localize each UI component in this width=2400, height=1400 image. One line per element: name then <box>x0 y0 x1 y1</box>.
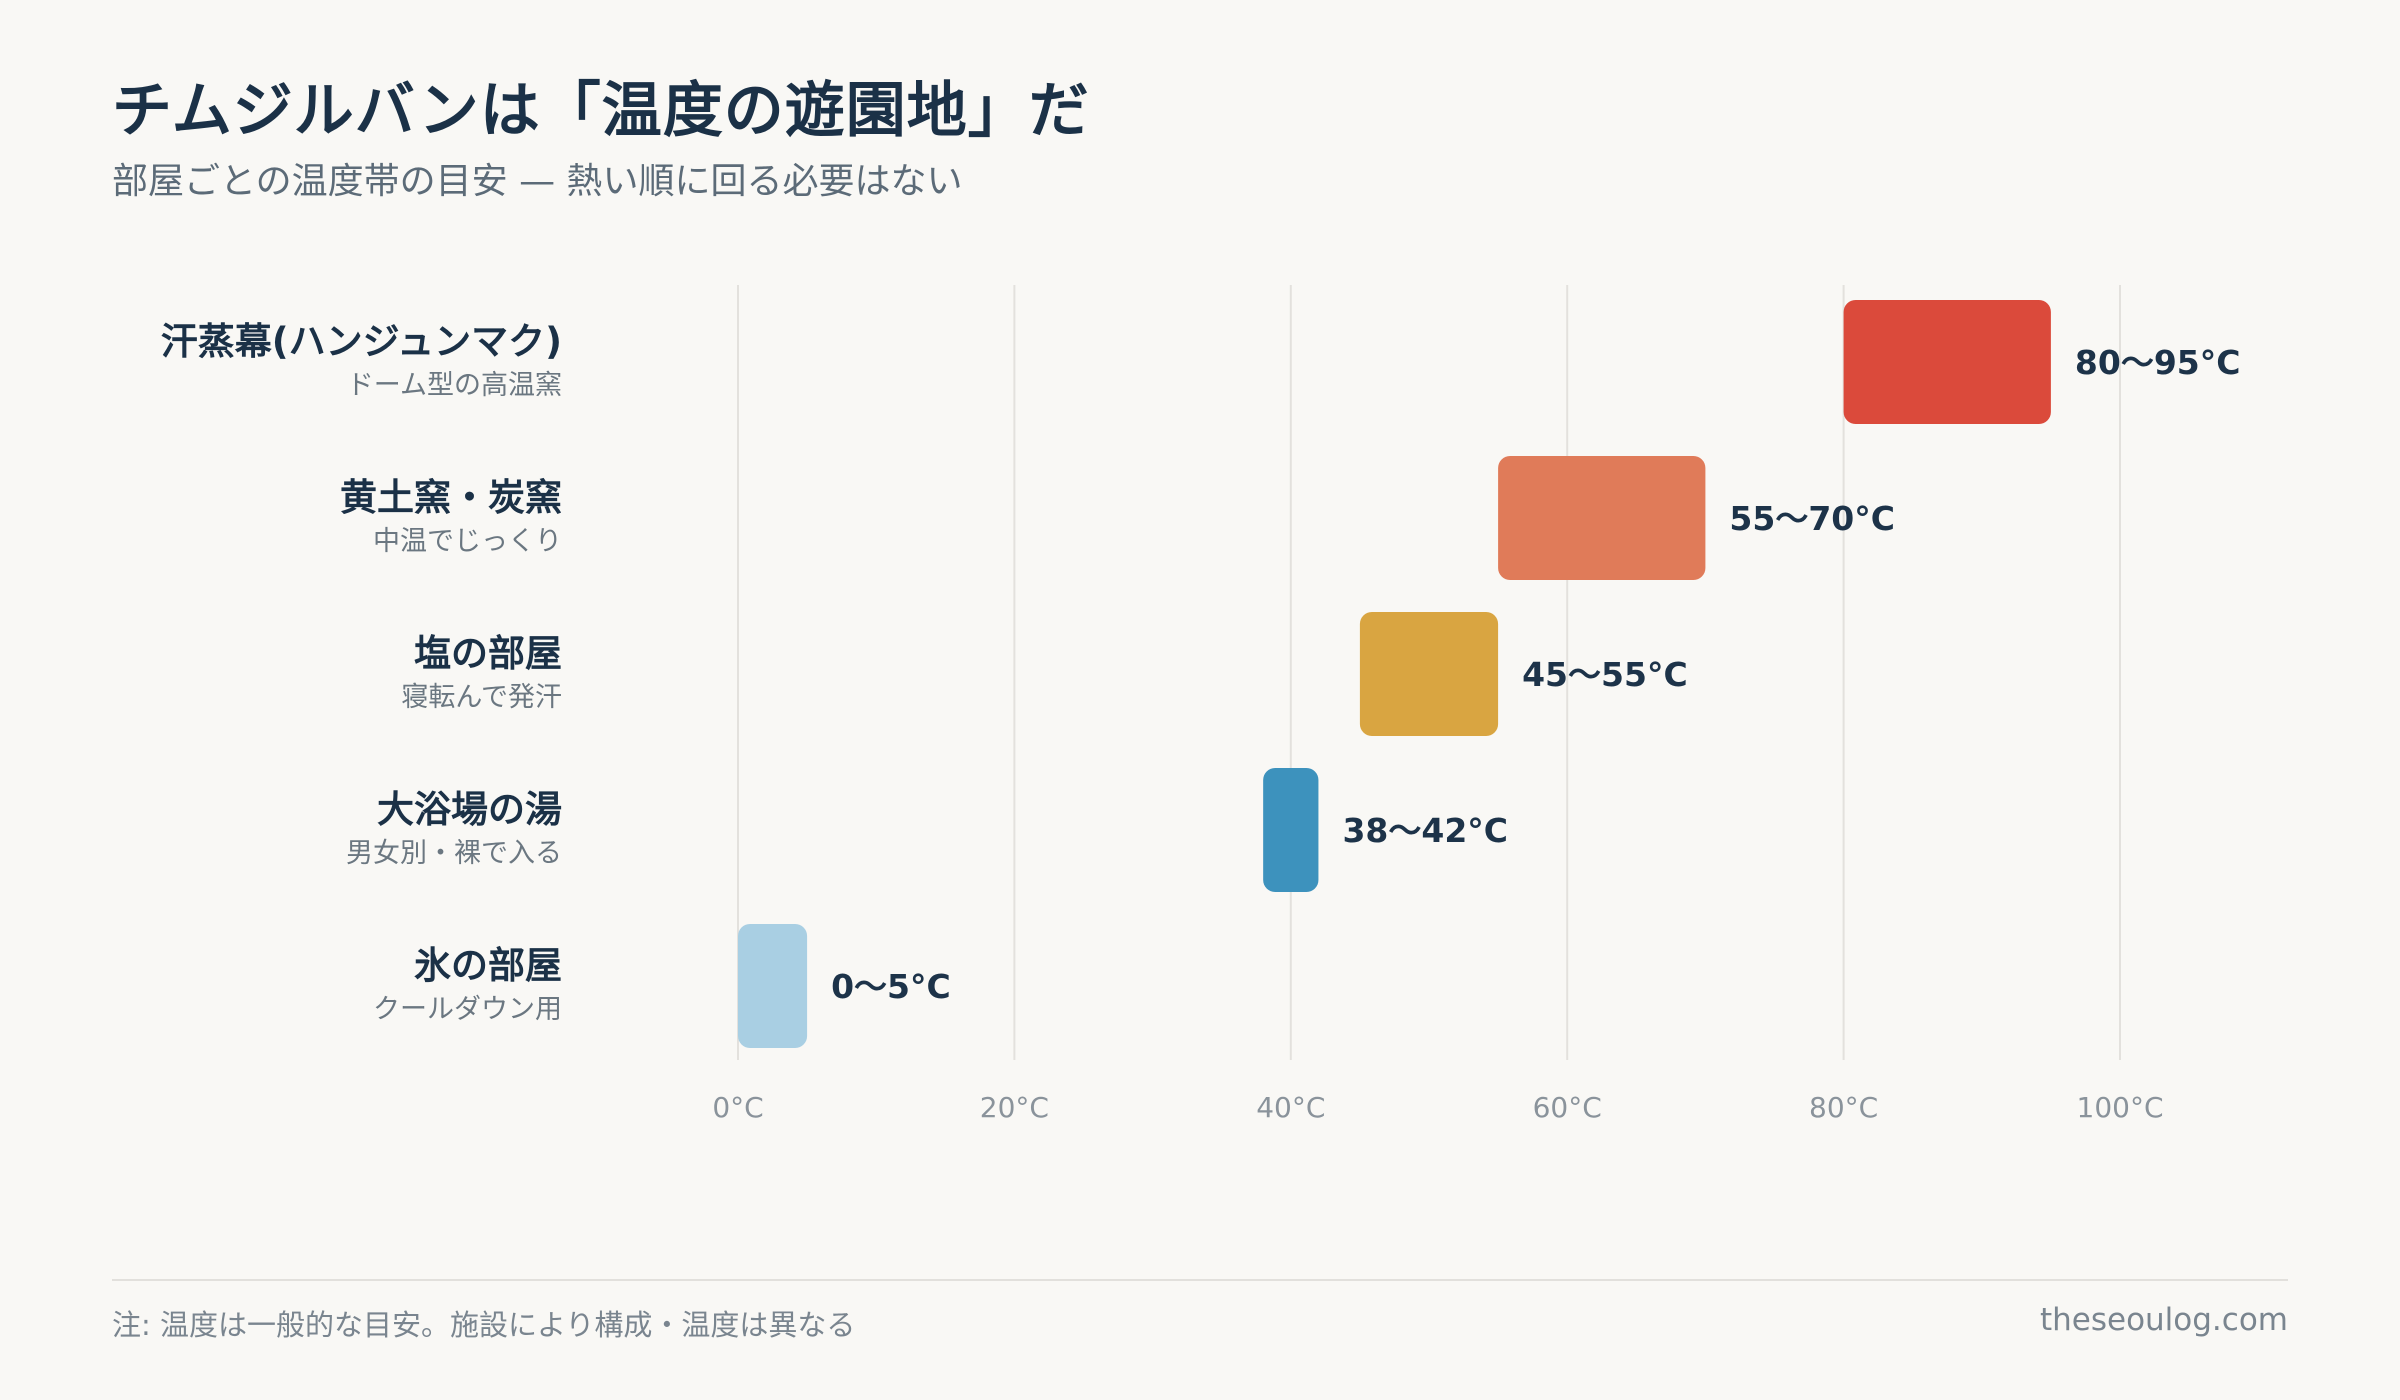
bar-layer <box>738 300 2051 1048</box>
category-label: 黄土窯・炭窯 <box>340 476 562 519</box>
label-layer: 80〜95°C 汗蒸幕(ハンジュンマク) ドーム型の高温窯 55〜70°C 黄土窯・炭窯… <box>161 320 2241 1025</box>
footer-divider <box>112 1279 2288 1281</box>
x-tick-label: 0°C <box>712 1091 763 1124</box>
category-note: 寝転んで発汗 <box>401 682 562 713</box>
x-axis-ticks: 0°C 20°C 40°C 60°C 80°C 100°C <box>712 1091 2163 1124</box>
data-label: 80〜95°C <box>2075 343 2241 382</box>
range-bar <box>738 924 808 1048</box>
range-bar <box>1498 456 1706 580</box>
range-bar <box>1263 768 1319 892</box>
category-label: 氷の部屋 <box>414 944 562 987</box>
source-credit: theseoulog.com <box>2039 1302 2288 1338</box>
grid-layer <box>737 285 2121 1060</box>
data-label: 45〜55°C <box>1522 655 1688 694</box>
data-label: 38〜42°C <box>1342 811 1508 850</box>
chart-subtitle: 部屋ごとの温度帯の目安 — 熱い順に回る必要はない <box>112 161 963 202</box>
category-note: クールダウン用 <box>373 994 562 1025</box>
x-tick-label: 100°C <box>2077 1091 2164 1124</box>
data-label: 0〜5°C <box>831 967 951 1006</box>
chart-title: チムジルバンは「温度の遊園地」だ <box>112 76 1090 146</box>
range-bar <box>1359 612 1499 736</box>
category-label: 塩の部屋 <box>414 632 562 675</box>
x-tick-label: 80°C <box>1809 1091 1878 1124</box>
category-label: 汗蒸幕(ハンジュンマク) <box>161 320 562 363</box>
data-label: 55〜70°C <box>1729 499 1895 538</box>
footnote: 注: 温度は一般的な目安。施設により構成・温度は異なる <box>112 1308 856 1342</box>
x-tick-label: 40°C <box>1256 1091 1325 1124</box>
category-note: ドーム型の高温窯 <box>347 370 562 401</box>
category-note: 中温でじっくり <box>373 526 562 557</box>
category-label: 大浴場の湯 <box>377 788 562 831</box>
range-bar <box>1843 300 2051 424</box>
x-tick-label: 60°C <box>1533 1091 1602 1124</box>
x-tick-label: 20°C <box>980 1091 1049 1124</box>
category-note: 男女別・裸で入る <box>346 838 562 869</box>
